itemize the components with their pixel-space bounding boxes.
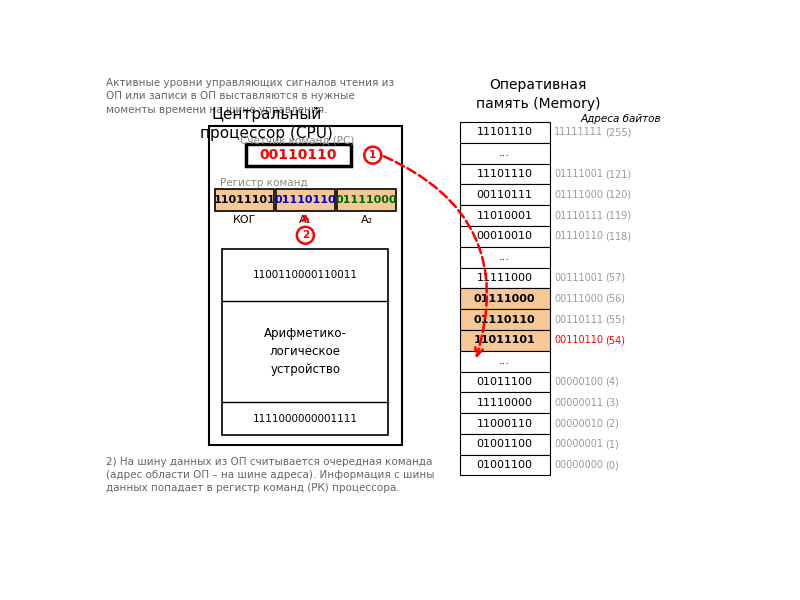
Text: 2) На шину данных из ОП считывается очередная команда
(адрес области ОП – на шин: 2) На шину данных из ОП считывается очер…	[106, 457, 434, 493]
Text: 01111000: 01111000	[336, 195, 398, 205]
Text: 00000001: 00000001	[554, 439, 603, 449]
Text: Счетчик команд (PC): Счетчик команд (PC)	[241, 135, 355, 145]
Bar	[459, 392, 550, 413]
Text: Адреса байтов: Адреса байтов	[581, 113, 661, 124]
Text: 00000010: 00000010	[554, 419, 603, 428]
Text: (1): (1)	[606, 439, 619, 449]
Bar	[459, 122, 550, 143]
Bar	[459, 268, 550, 289]
Text: 1100110000110011: 1100110000110011	[253, 270, 358, 280]
Text: 00111001: 00111001	[554, 273, 603, 283]
Text: 00111000: 00111000	[554, 294, 603, 304]
Text: Активные уровни управляющих сигналов чтения из
ОП или записи в ОП выставляются в: Активные уровни управляющих сигналов чте…	[106, 78, 394, 115]
Text: КОГ: КОГ	[233, 215, 256, 225]
Text: ...: ...	[499, 356, 510, 366]
Text: 11011101: 11011101	[214, 195, 275, 205]
Text: 00110110: 00110110	[260, 148, 337, 162]
Bar	[459, 247, 550, 268]
Bar	[459, 371, 550, 392]
Text: Арифметико-
логическое
устройство: Арифметико- логическое устройство	[264, 327, 347, 376]
Bar	[459, 226, 550, 247]
Bar	[459, 143, 550, 164]
Text: (54): (54)	[606, 335, 626, 346]
Text: 00010010: 00010010	[477, 232, 533, 241]
Text: 2: 2	[302, 230, 309, 240]
Text: 00000100: 00000100	[554, 377, 603, 387]
Bar	[459, 184, 550, 205]
Text: (120): (120)	[606, 190, 631, 200]
Text: 01011100: 01011100	[477, 377, 533, 387]
Text: Регистр команд: Регистр команд	[220, 178, 308, 188]
Bar	[222, 249, 388, 436]
Bar	[459, 351, 550, 371]
Text: (55): (55)	[606, 314, 626, 325]
Bar	[246, 145, 351, 166]
Text: (4): (4)	[606, 377, 619, 387]
Bar	[459, 413, 550, 434]
Text: ...: ...	[499, 148, 510, 158]
Bar	[276, 189, 335, 211]
Text: 01001100: 01001100	[477, 439, 533, 449]
Text: (255): (255)	[606, 127, 632, 137]
Text: 11101110: 11101110	[477, 127, 533, 137]
Text: 11101110: 11101110	[477, 169, 533, 179]
FancyArrowPatch shape	[384, 156, 487, 356]
Text: 00000000: 00000000	[554, 460, 603, 470]
Text: (2): (2)	[606, 419, 619, 428]
Text: (119): (119)	[606, 211, 631, 221]
Text: 01110110: 01110110	[554, 232, 603, 241]
Text: 01111000: 01111000	[554, 190, 603, 200]
Text: 01111001: 01111001	[554, 169, 603, 179]
Text: 11111111: 11111111	[554, 127, 603, 137]
Bar	[459, 309, 550, 330]
Text: 11111000: 11111000	[477, 273, 533, 283]
Text: 11000110: 11000110	[477, 419, 533, 428]
Bar	[209, 126, 402, 445]
Bar	[459, 455, 550, 475]
Text: А₁: А₁	[299, 215, 311, 225]
Bar	[459, 205, 550, 226]
Text: (121): (121)	[606, 169, 631, 179]
Text: (0): (0)	[606, 460, 619, 470]
Text: ...: ...	[499, 252, 510, 262]
Text: 00110110: 00110110	[554, 335, 603, 346]
Text: (3): (3)	[606, 398, 619, 408]
Bar	[459, 330, 550, 351]
Text: 00110111: 00110111	[477, 190, 533, 200]
Text: 01110110: 01110110	[474, 314, 535, 325]
Bar	[337, 189, 396, 211]
Text: Центральный
процессор (CPU): Центральный процессор (CPU)	[200, 107, 333, 142]
Bar	[459, 289, 550, 309]
Text: 00000011: 00000011	[554, 398, 603, 408]
Text: А₂: А₂	[361, 215, 373, 225]
Text: 11011101: 11011101	[474, 335, 535, 346]
Bar	[459, 434, 550, 455]
Text: (56): (56)	[606, 294, 626, 304]
Text: 01111000: 01111000	[474, 294, 535, 304]
Text: 11110000: 11110000	[477, 398, 533, 408]
Text: 01110111: 01110111	[554, 211, 603, 221]
Text: 1111000000001111: 1111000000001111	[253, 413, 358, 424]
Text: Оперативная
память (Memory): Оперативная память (Memory)	[476, 78, 600, 110]
Text: (118): (118)	[606, 232, 631, 241]
Text: 11010001: 11010001	[477, 211, 533, 221]
Text: 01001100: 01001100	[477, 460, 533, 470]
Bar	[214, 189, 274, 211]
Text: 1: 1	[369, 150, 377, 160]
Text: (57): (57)	[606, 273, 626, 283]
Text: 00110111: 00110111	[554, 314, 603, 325]
Bar	[459, 164, 550, 184]
Text: 01110110: 01110110	[274, 195, 336, 205]
